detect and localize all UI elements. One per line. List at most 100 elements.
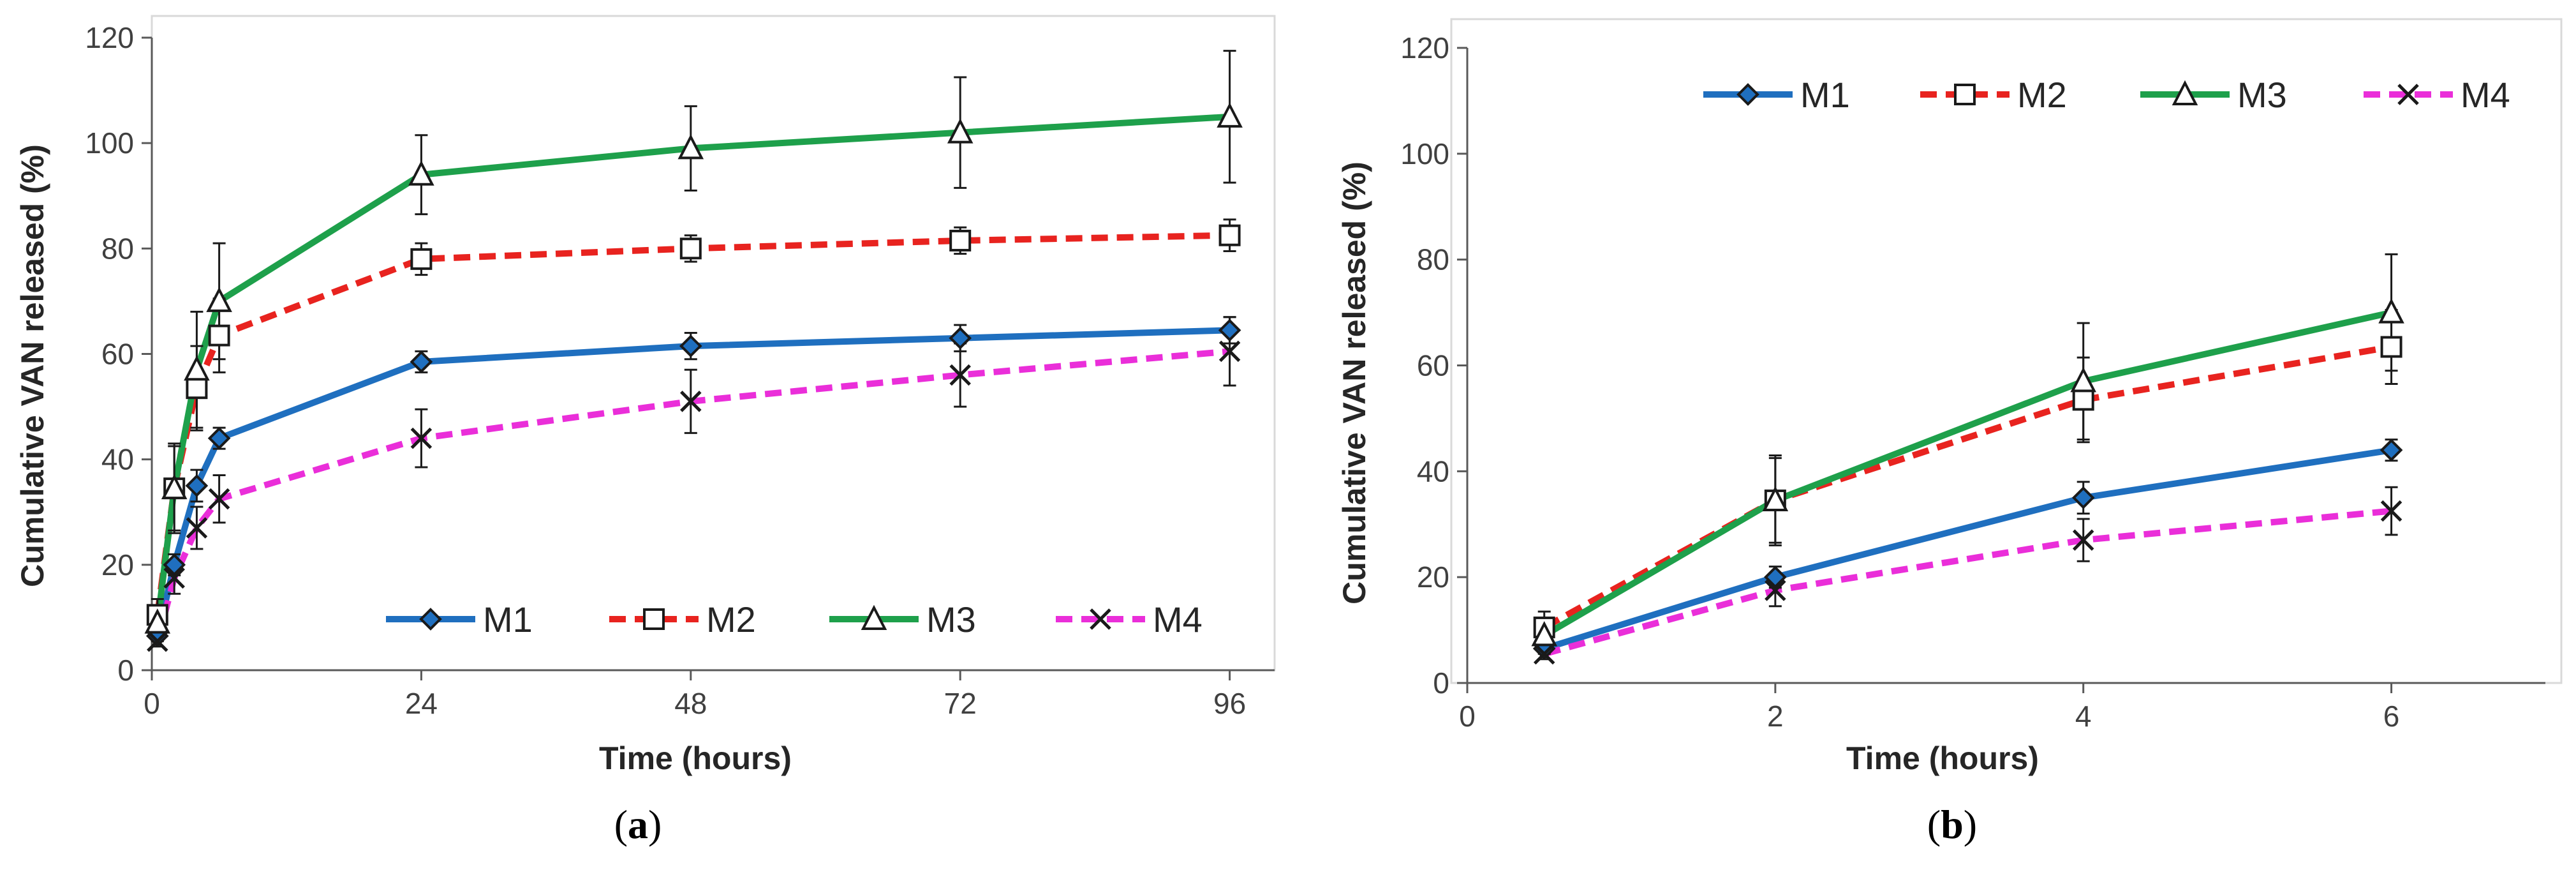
data-point-m4	[1533, 643, 1555, 665]
legend: M1 M2 M3 M4	[386, 599, 1203, 640]
x-tick-label: 2	[1767, 700, 1784, 733]
y-tick-label: 0	[117, 654, 134, 687]
x-tick-label: 0	[1459, 700, 1476, 733]
legend-label-m4: M4	[1153, 599, 1203, 640]
legend-label-m3: M3	[926, 599, 976, 640]
data-point-m4	[949, 364, 971, 386]
x-tick-label: 4	[2075, 700, 2092, 733]
data-point-m3	[1531, 621, 1557, 647]
data-point-m2	[949, 229, 972, 251]
chart-panel-b: 0 20 40 60 80 100 120 0 2 4 6 M1 M2 M3 M4 Time (hour…	[1336, 18, 2563, 847]
data-point-m3	[206, 287, 232, 312]
data-point-m2	[208, 324, 230, 347]
x-tick-labels: 0 24 48 72 96	[144, 687, 1246, 720]
legend-marker-m2	[643, 608, 665, 630]
series-line-m4	[1543, 507, 2392, 657]
y-tick-labels: 0 20 40 60 80 100 120	[85, 21, 134, 687]
data-point-m1	[679, 334, 702, 357]
data-point-m4	[147, 630, 168, 652]
series-line-m2	[154, 232, 1230, 615]
panel-label: (b)	[1927, 802, 1977, 847]
panel-label-open: (	[614, 802, 628, 847]
data-point-m4	[1218, 340, 1241, 363]
legend-marker-m1	[1736, 83, 1759, 106]
legend: M1 M2 M3 M4	[1703, 75, 2510, 115]
legend-label-m2: M2	[706, 599, 756, 640]
y-tick-label: 20	[101, 548, 134, 581]
legend-label-m4: M4	[2461, 75, 2510, 115]
y-tick-label: 40	[1417, 454, 1449, 488]
y-axis-title: Cumulative VAN released (%)	[15, 144, 50, 587]
data-point-m4	[208, 488, 230, 510]
y-tick-label: 120	[1400, 31, 1449, 64]
data-point-m3	[144, 608, 171, 634]
data-point-m3	[184, 355, 210, 381]
legend-marker-m4	[2397, 84, 2419, 105]
data-point-m3	[161, 474, 188, 500]
data-point-m1	[163, 553, 186, 576]
data-point-m2	[186, 377, 208, 400]
data-point-m3	[408, 160, 434, 186]
data-point-m2	[410, 248, 433, 270]
x-tick-label: 0	[144, 687, 160, 720]
y-tick-label: 100	[1400, 137, 1449, 170]
legend-label-m1: M1	[483, 599, 533, 640]
plot-marks	[1531, 253, 2404, 665]
x-tick-label: 24	[405, 687, 438, 720]
chart-panel-a: 0 20 40 60 80 100 120 0 24 48 72 96 M1 M2 M3 M4 Time …	[15, 15, 1276, 847]
data-point-m1	[1764, 566, 1787, 589]
axes	[142, 36, 1275, 680]
y-tick-label: 0	[1433, 666, 1449, 700]
x-tick-label: 72	[944, 687, 977, 720]
panel-label: (a)	[614, 802, 662, 847]
legend-marker-m3	[861, 604, 887, 630]
x-tick-label: 48	[674, 687, 707, 720]
y-tick-label: 20	[1417, 560, 1449, 594]
x-tick-label: 96	[1213, 687, 1246, 720]
data-point-m3	[947, 118, 973, 144]
x-tick-label: 6	[2383, 700, 2400, 733]
data-point-m3	[1217, 102, 1243, 128]
plot-marks	[144, 50, 1243, 652]
legend-marker-m2	[1954, 84, 1976, 105]
data-point-m4	[680, 391, 702, 412]
series-line-m1	[1543, 447, 2392, 652]
data-point-m3	[2070, 367, 2096, 393]
data-point-m4	[2380, 500, 2402, 522]
panel-label-letter: b	[1941, 802, 1964, 847]
data-point-m1	[1218, 319, 1241, 342]
y-tick-labels: 0 20 40 60 80 100 120	[1400, 31, 1449, 700]
data-point-m4	[410, 427, 433, 449]
panel-label-close: )	[1964, 802, 1977, 847]
y-tick-label: 60	[101, 338, 134, 371]
legend-marker-m3	[2172, 80, 2198, 105]
y-tick-label: 120	[85, 21, 134, 54]
data-point-m2	[2072, 389, 2094, 411]
y-tick-label: 80	[101, 232, 134, 265]
data-point-m2	[2380, 336, 2402, 358]
series-line-m3	[1543, 309, 2392, 638]
legend-label-m1: M1	[1800, 75, 1850, 115]
data-point-m1	[2380, 439, 2403, 461]
series-line-m4	[154, 348, 1231, 642]
legend-marker-m4	[1090, 608, 1111, 630]
panel-label-close: )	[648, 802, 662, 847]
x-axis-title: Time (hours)	[599, 740, 792, 776]
axes	[1457, 47, 2545, 693]
data-point-m2	[679, 237, 702, 260]
data-point-m3	[677, 134, 704, 160]
legend-label-m3: M3	[2237, 75, 2287, 115]
data-point-m1	[2071, 486, 2095, 509]
data-point-m1	[185, 474, 209, 497]
data-point-m4	[186, 517, 208, 539]
y-tick-label: 40	[101, 443, 134, 476]
series-line-m2	[1543, 343, 2392, 631]
series-line-m1	[154, 327, 1230, 637]
y-tick-label: 60	[1417, 349, 1449, 382]
y-axis-title: Cumulative VAN released (%)	[1336, 161, 1372, 604]
legend-marker-m1	[419, 608, 442, 631]
y-tick-label: 100	[85, 126, 134, 160]
data-point-m4	[1765, 580, 1786, 601]
data-point-m4	[163, 567, 185, 589]
